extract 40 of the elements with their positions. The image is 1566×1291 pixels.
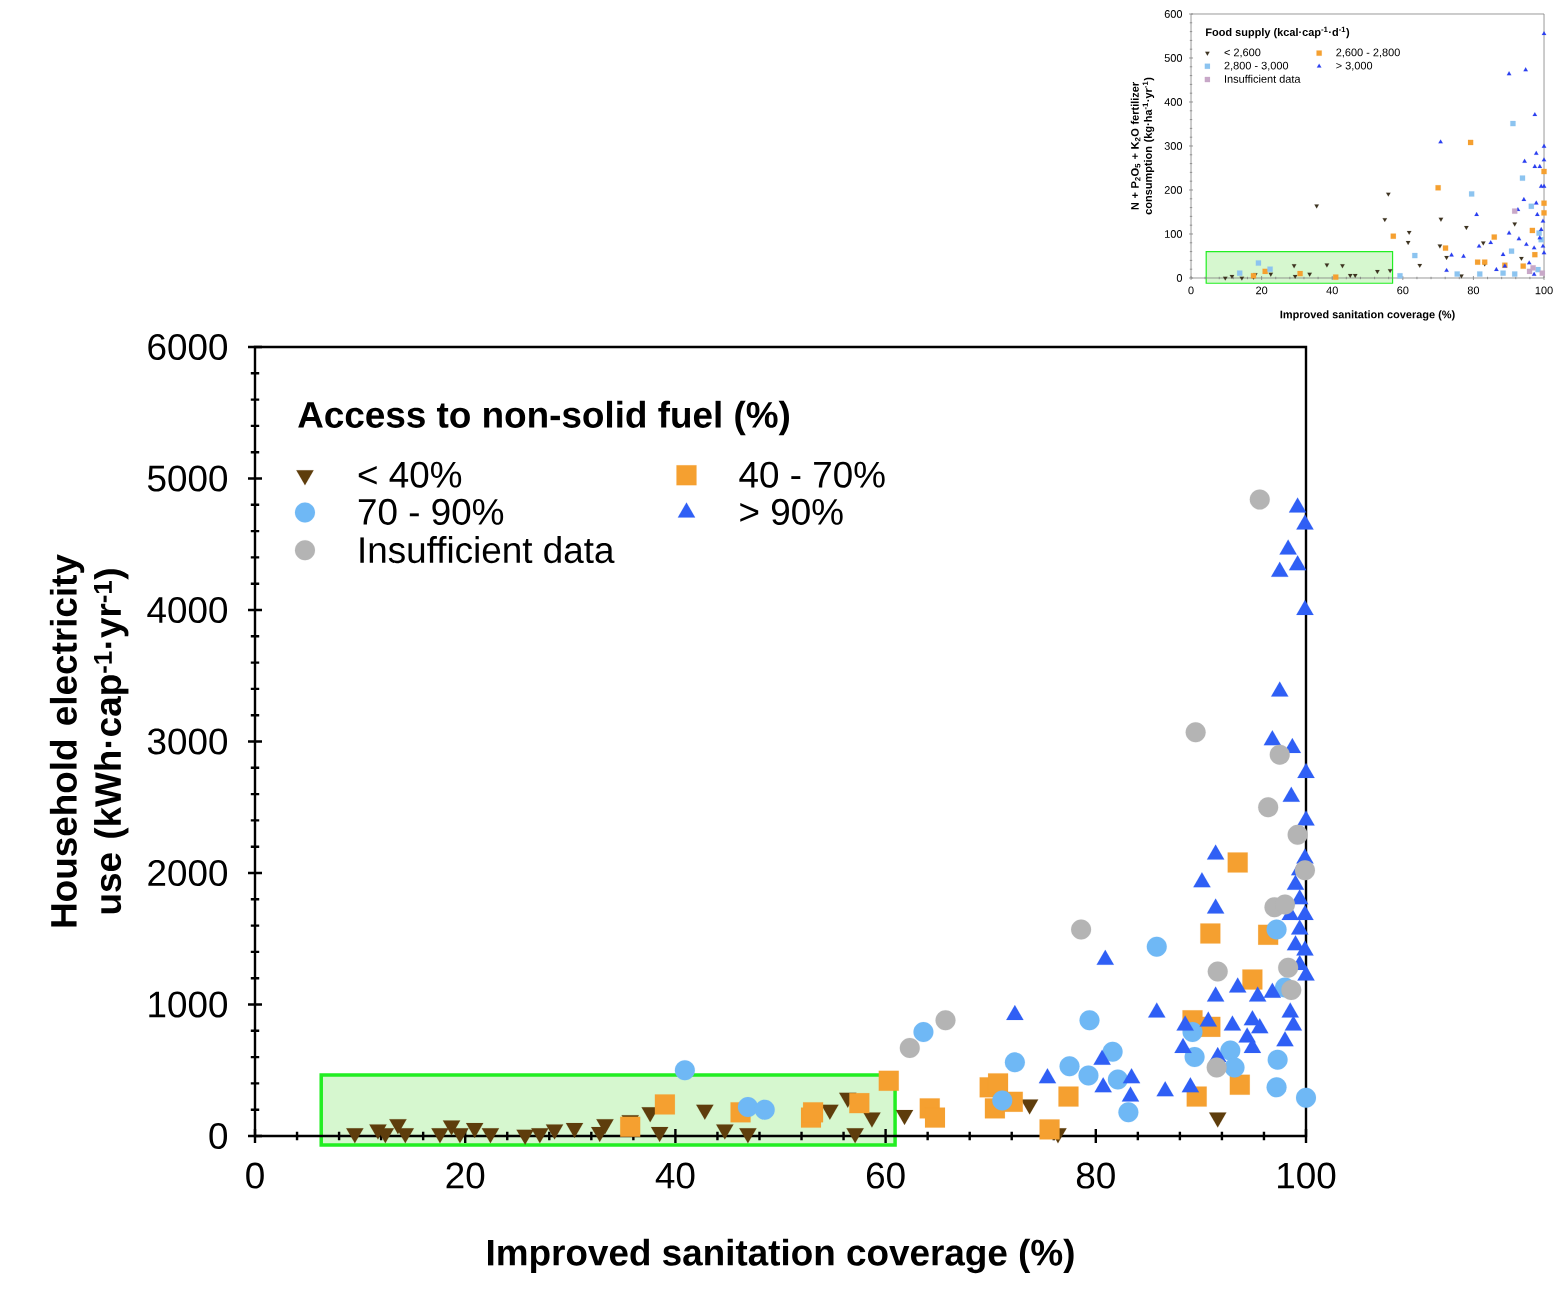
legend-label: 40 - 70% <box>739 461 885 488</box>
legend-label: > 90% <box>740 498 843 525</box>
y-tick-label: 400 <box>1164 98 1183 106</box>
x-tick-label: 40 <box>655 1162 695 1189</box>
y-tick-label: 2000 <box>148 859 228 887</box>
x-tick-label: 40 <box>1326 286 1338 295</box>
y-tick-label: 0 <box>209 1122 228 1150</box>
y-tick-label: 100 <box>1165 230 1183 238</box>
legend-title: Access to non-solid fuel (%) <box>298 400 789 436</box>
x-axis-title: Improved sanitation coverage (%) <box>1280 310 1455 321</box>
legend-label: Insufficient data <box>1225 74 1301 83</box>
y-tick-label: 1000 <box>149 991 228 1018</box>
x-tick-label: 100 <box>1278 1162 1336 1189</box>
legend-label: 2,600 - 2,800 <box>1336 48 1400 58</box>
x-tick-label: 20 <box>446 1162 485 1189</box>
x-axis-title: Improved sanitation coverage (%) <box>488 1238 1074 1274</box>
y-tick-label: 4000 <box>147 596 228 624</box>
y-tick-label: 500 <box>1164 54 1183 62</box>
x-tick-label: 100 <box>1535 286 1553 295</box>
legend-label: < 40% <box>358 461 462 488</box>
x-tick-label: 60 <box>1397 286 1409 295</box>
legend-label: 2,800 - 3,000 <box>1224 61 1289 71</box>
y-tick-label: 6000 <box>148 333 228 361</box>
legend-label: Insufficient data <box>360 536 615 564</box>
x-tick-label: 0 <box>1188 286 1194 295</box>
legend-title: Food supply (kcal·cap$^{-1}$·d$^{-1}$) <box>1206 26 1350 39</box>
y-tick-label: 300 <box>1164 142 1183 150</box>
x-tick-label: 80 <box>1467 286 1480 295</box>
legend-label: > 3,000 <box>1336 61 1373 71</box>
y-tick-label: 200 <box>1164 186 1183 194</box>
y-tick-label: 3000 <box>147 728 228 755</box>
y-tick-label: 600 <box>1164 10 1183 18</box>
legend-label: < 2,600 <box>1224 48 1261 58</box>
legend-label: 70 - 90% <box>358 498 504 525</box>
x-tick-label: 80 <box>1076 1162 1115 1189</box>
y-tick-label: 0 <box>1176 274 1183 282</box>
x-tick-label: 20 <box>1256 286 1268 295</box>
x-tick-label: 60 <box>866 1162 905 1189</box>
x-tick-label: 0 <box>246 1162 264 1189</box>
y-tick-label: 5000 <box>147 465 228 492</box>
